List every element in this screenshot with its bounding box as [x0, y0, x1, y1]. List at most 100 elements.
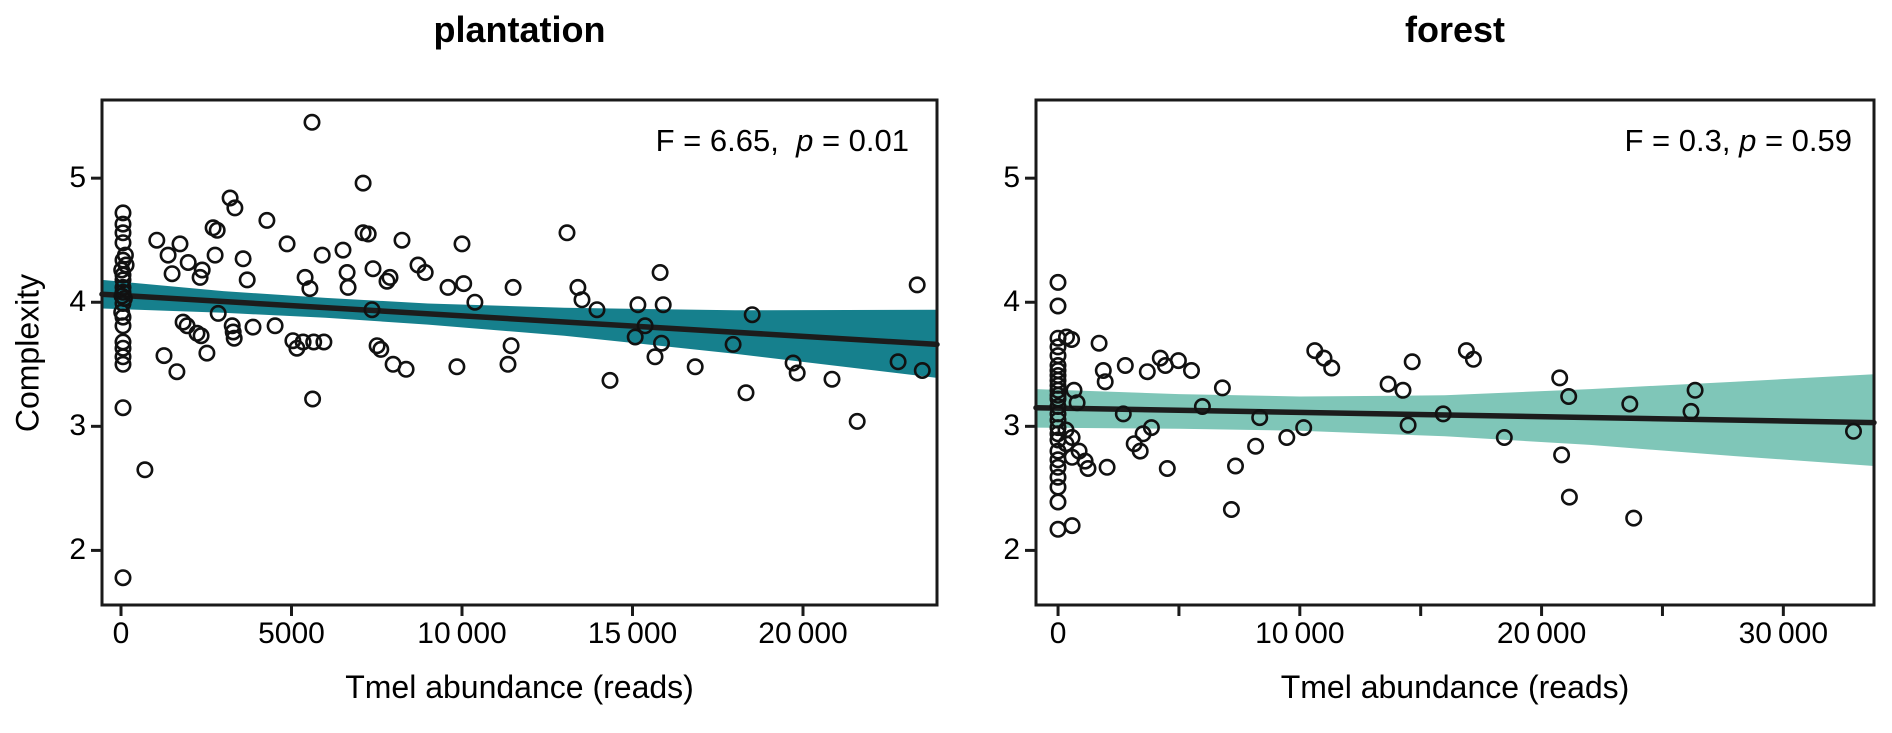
data-point — [453, 235, 471, 253]
data-point — [301, 280, 319, 298]
x-axis-label-forest: Tmel abundance (reads) — [1280, 669, 1630, 705]
data-point — [155, 347, 173, 365]
data-point — [378, 272, 396, 290]
data-point — [114, 355, 132, 373]
x-tick-label: 5000 — [258, 617, 325, 650]
panel-border — [100, 98, 939, 607]
confidence-ribbon — [1036, 374, 1874, 466]
data-point — [114, 224, 132, 242]
data-point — [171, 235, 189, 253]
data-point — [502, 337, 520, 355]
data-point — [1049, 419, 1067, 437]
annotation-f-part: F = 6.65, — [655, 123, 797, 158]
plot-area — [91, 98, 940, 616]
y-tick-label: 5 — [69, 161, 86, 195]
data-point — [354, 174, 372, 192]
data-point — [198, 344, 216, 362]
data-point — [908, 276, 926, 294]
data-point — [1142, 419, 1160, 437]
panel-forest: forest F = 0.3, p = 0.59 Tmel abundance … — [1003, 9, 1877, 705]
data-point — [573, 291, 591, 309]
data-point — [1183, 361, 1201, 379]
annotation-p-symbol: p — [1739, 123, 1757, 158]
data-point — [1379, 375, 1397, 393]
data-point — [168, 363, 186, 381]
data-point — [1222, 500, 1240, 518]
data-point — [1278, 428, 1296, 446]
data-point — [1553, 446, 1571, 464]
data-point — [209, 304, 227, 322]
data-point — [1323, 359, 1341, 377]
data-point — [1096, 373, 1114, 391]
data-point — [294, 333, 312, 351]
data-point — [223, 317, 241, 335]
data-point — [1049, 493, 1067, 511]
data-point — [1068, 394, 1086, 412]
data-point — [364, 260, 382, 278]
data-point — [368, 337, 386, 355]
panel-border — [1034, 98, 1876, 607]
data-point — [913, 361, 931, 379]
data-point — [234, 250, 252, 268]
data-point — [889, 353, 907, 371]
data-point — [1844, 422, 1862, 440]
panel-title-forest: forest — [1404, 9, 1506, 50]
data-point — [114, 271, 132, 289]
data-point — [226, 199, 244, 217]
data-point — [1682, 402, 1700, 420]
data-point — [1098, 458, 1116, 476]
data-point — [1049, 338, 1067, 356]
data-point — [1227, 457, 1245, 475]
data-point — [1079, 459, 1097, 477]
data-point — [1560, 387, 1578, 405]
data-point — [208, 221, 226, 239]
data-point — [823, 370, 841, 388]
data-point — [1049, 468, 1067, 486]
data-point — [448, 358, 466, 376]
data-point — [499, 355, 517, 373]
data-point — [114, 308, 132, 326]
data-point — [393, 231, 411, 249]
data-point — [114, 204, 132, 222]
data-point — [114, 317, 132, 335]
data-point — [113, 287, 131, 305]
data-point — [372, 340, 390, 358]
data-point — [1076, 452, 1094, 470]
data-point — [114, 234, 132, 252]
data-point — [652, 334, 670, 352]
x-tick-label: 30 000 — [1738, 617, 1829, 650]
data-point — [466, 293, 484, 311]
regression-line — [1033, 404, 1877, 426]
data-point — [455, 275, 473, 293]
data-point — [114, 348, 132, 366]
data-point — [743, 306, 761, 324]
data-point — [626, 328, 644, 346]
data-point — [1625, 509, 1643, 527]
annotation-p-symbol: p — [796, 123, 814, 158]
y-tick-label: 2 — [69, 533, 86, 567]
data-point — [1116, 356, 1134, 374]
data-point — [1315, 349, 1333, 367]
data-point — [1213, 379, 1231, 397]
y-tick-label: 5 — [1003, 161, 1020, 195]
data-point — [1049, 297, 1067, 315]
x-tick-label: 20 000 — [1496, 617, 1587, 650]
data-point — [1394, 381, 1412, 399]
data-point — [334, 241, 352, 259]
data-point — [1169, 352, 1187, 370]
y-tick-label: 2 — [1003, 533, 1020, 567]
data-point — [397, 360, 415, 378]
data-point — [629, 296, 647, 314]
data-point — [114, 278, 132, 296]
data-point — [206, 246, 224, 264]
data-point — [788, 364, 806, 382]
panel-title-plantation: plantation — [433, 9, 606, 50]
data-point — [439, 278, 457, 296]
data-point — [178, 317, 196, 335]
data-point — [504, 278, 522, 296]
data-point — [381, 268, 399, 286]
data-point — [278, 235, 296, 253]
x-tick-label: 0 — [112, 617, 130, 650]
y-tick-label: 3 — [1003, 409, 1020, 443]
data-point — [258, 211, 276, 229]
